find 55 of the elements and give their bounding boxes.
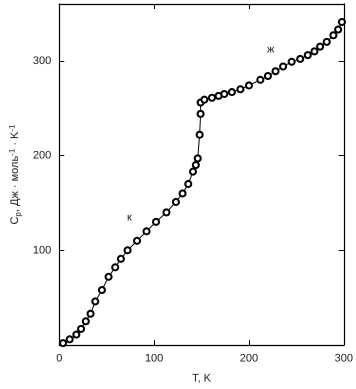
x-tick-label: 300 [334,352,354,364]
point [279,62,288,71]
point [316,42,324,51]
annotation: ж [267,44,275,56]
point [220,90,228,98]
point [116,254,125,263]
point [338,18,346,26]
y-tick-label: 200 [32,150,52,162]
point [296,54,304,63]
point [184,180,192,188]
point [196,130,204,139]
point [178,189,187,198]
x-tick-label: 200 [240,352,258,364]
x-axis-title: T, K [192,372,212,384]
point [192,161,200,170]
point [189,168,197,176]
point [200,96,208,104]
point [208,94,216,102]
point [329,31,338,40]
y-axis-title: Cp, Дж · моль-1 · K-1 [8,124,22,225]
point [142,227,151,236]
point [194,154,202,162]
point [152,218,160,226]
point [310,47,318,56]
point [264,72,272,80]
point [133,236,142,245]
point [256,76,264,84]
x-tick-label: 100 [144,352,164,364]
y-tick-label: 300 [32,54,52,67]
point [228,88,236,96]
point [272,67,280,76]
annotation: к [127,212,132,224]
point [72,330,80,339]
point [124,246,132,254]
x-tick-label: 0 [56,352,62,364]
point [104,272,113,281]
point [322,38,331,46]
point [304,51,312,60]
point [196,110,205,118]
point [288,58,296,66]
y-tick-label: 100 [32,244,52,256]
point [236,85,244,94]
point [244,81,253,90]
point [172,198,180,206]
point [66,335,74,344]
point [59,339,68,348]
point [214,92,223,100]
point [334,26,342,34]
point [162,208,170,216]
point [98,286,106,294]
point [111,263,120,272]
point [86,310,95,318]
point [77,324,86,333]
point [82,317,90,326]
point [91,297,100,306]
